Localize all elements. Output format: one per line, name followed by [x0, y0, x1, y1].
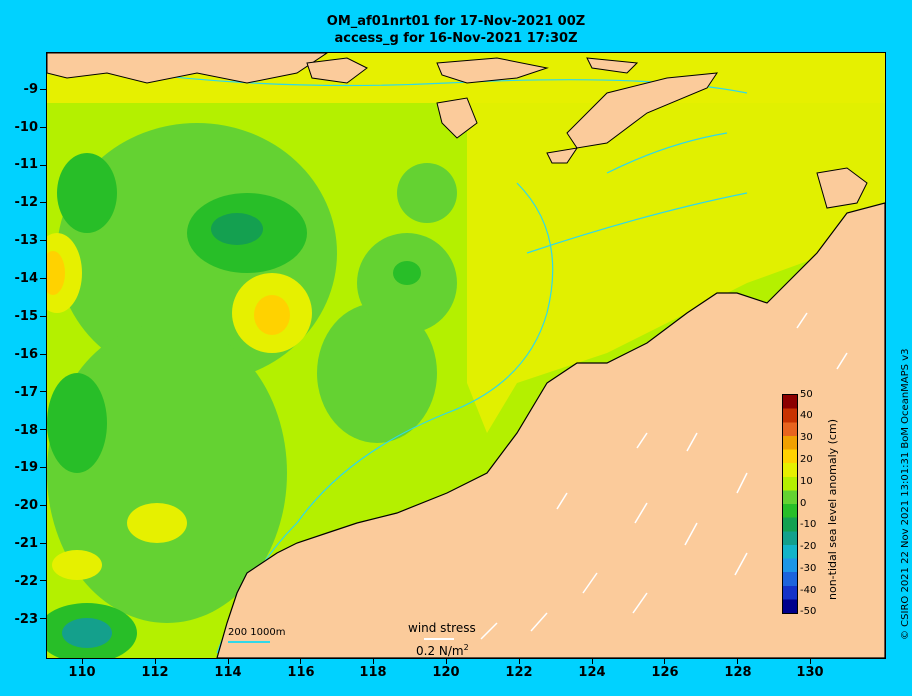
- lat-tick: [40, 278, 46, 279]
- lon-label: 126: [651, 665, 679, 680]
- lon-tick: [373, 658, 375, 664]
- lat-tick: [40, 580, 46, 582]
- lon-label: 130: [796, 665, 824, 680]
- depth-contour-swatch: [228, 641, 270, 643]
- lon-tick: [664, 658, 666, 664]
- lon-label: 114: [214, 665, 242, 680]
- wind-stress-arrows: [480, 312, 848, 640]
- lon-label: 120: [432, 665, 460, 680]
- lat-tick: [40, 240, 46, 242]
- wind-stress-legend-arrow: [424, 638, 454, 640]
- lat-label: -21: [14, 536, 39, 551]
- lat-label: -17: [14, 385, 39, 400]
- colorbar-tick: -30: [800, 563, 817, 574]
- lon-tick: [227, 658, 229, 664]
- lat-tick: [40, 467, 46, 468]
- lat-tick: [40, 202, 46, 204]
- wind-stress-legend-title: wind stress: [408, 621, 476, 635]
- lon-tick: [518, 658, 520, 664]
- colorbar-tick: -50: [800, 606, 817, 617]
- lat-tick: [40, 315, 46, 317]
- lat-label: -11: [14, 157, 39, 172]
- lat-tick: [40, 504, 46, 506]
- lon-tick: [810, 658, 811, 664]
- colorbar-label: non-tidal sea level anomaly (cm): [826, 419, 839, 600]
- lon-tick: [737, 658, 739, 664]
- sumba-island: [436, 97, 478, 139]
- colorbar-tick: 0: [800, 498, 807, 509]
- lat-tick: [40, 164, 46, 166]
- lat-label: -23: [14, 612, 39, 627]
- colorbar-tick: 30: [800, 432, 813, 443]
- lat-tick: [40, 429, 46, 431]
- lat-tick: [40, 618, 46, 620]
- wind-stress-legend-value: 0.2 N/m2: [416, 643, 469, 658]
- australia-mainland: [216, 202, 885, 658]
- lon-label: 128: [724, 665, 752, 680]
- map-panel[interactable]: [46, 52, 886, 659]
- colorbar-tick: 10: [800, 476, 813, 487]
- lat-tick: [40, 391, 46, 393]
- credit-text: © CSIRO 2021 22 Nov 2021 13:01:31 BoM Oc…: [900, 348, 911, 640]
- map-title-line2: access_g for 16-Nov-2021 17:30Z: [334, 31, 578, 46]
- colorbar-tick: -40: [800, 585, 817, 596]
- lat-label: -14: [14, 271, 39, 286]
- kimberley-coast: [816, 167, 868, 209]
- lat-label: -15: [14, 309, 39, 324]
- lon-tick: [446, 658, 447, 664]
- colorbar-tick: 20: [800, 454, 813, 465]
- depth-contour-legend: 200 1000m: [228, 627, 286, 638]
- lon-tick: [300, 658, 302, 664]
- colorbar-tick: -10: [800, 519, 817, 530]
- lon-tick: [591, 658, 593, 664]
- lat-label: -22: [14, 574, 39, 589]
- lon-label: 118: [359, 665, 387, 680]
- lat-tick: [40, 542, 46, 544]
- lon-label: 122: [505, 665, 533, 680]
- map-title-line1: OM_af01nrt01 for 17-Nov-2021 00Z: [326, 14, 586, 29]
- lat-label: -19: [14, 460, 39, 475]
- lat-label: -9: [23, 82, 38, 97]
- sea-level-map: [47, 53, 885, 658]
- lon-label: 116: [287, 665, 315, 680]
- lat-label: -10: [14, 120, 39, 135]
- timor-island: [566, 72, 719, 149]
- lat-tick: [40, 126, 46, 128]
- lon-tick: [82, 658, 83, 664]
- colorbar-tick: 40: [800, 410, 813, 421]
- colorbar-tick: -20: [800, 541, 817, 552]
- lat-label: -16: [14, 347, 39, 362]
- lat-tick: [40, 89, 46, 90]
- lat-label: -13: [14, 233, 39, 248]
- colorbar: [782, 394, 798, 614]
- lat-label: -18: [14, 423, 39, 438]
- lon-label: 110: [68, 665, 96, 680]
- lon-label: 124: [578, 665, 606, 680]
- colorbar-tick: 50: [800, 389, 813, 400]
- lon-tick: [154, 658, 156, 664]
- lon-label: 112: [141, 665, 169, 680]
- lat-label: -12: [14, 195, 39, 210]
- lat-tick: [40, 353, 46, 355]
- lat-label: -20: [14, 498, 39, 513]
